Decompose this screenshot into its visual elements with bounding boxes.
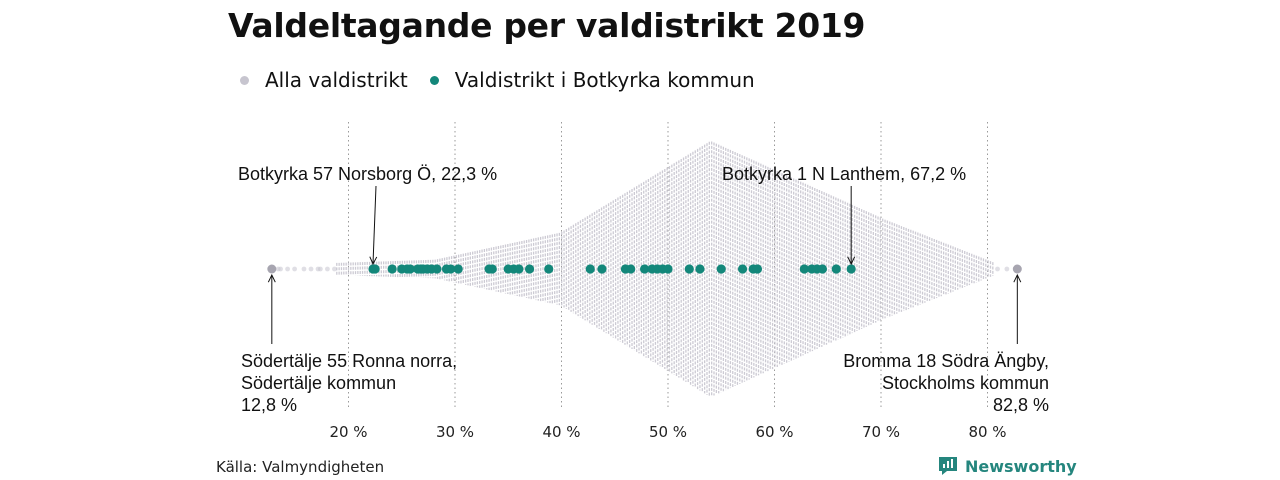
botkyrka-point: [695, 264, 705, 274]
legend-item-botkyrka: Valdistrikt i Botkyrka kommun: [429, 68, 755, 92]
arrow-min-botkyrka: [372, 185, 377, 265]
botkyrka-point: [514, 264, 524, 274]
arrow-lowest-head: [267, 273, 276, 283]
swarm-point: [285, 266, 290, 272]
botkyrka-point: [446, 264, 456, 274]
newsworthy-logo[interactable]: Newsworthy: [938, 456, 1077, 476]
botkyrka-point: [453, 264, 463, 274]
botkyrka-point: [752, 264, 763, 274]
legend-label-botkyrka: Valdistrikt i Botkyrka kommun: [454, 68, 755, 92]
botkyrka-point: [831, 264, 841, 274]
swarm-point: [995, 266, 1000, 272]
newsworthy-logo-icon: [939, 457, 957, 475]
swarm-point: [317, 266, 323, 272]
swarm-point: [278, 266, 283, 272]
x-tick-label: 40 %: [542, 423, 580, 441]
legend-dot-botkyrka: [429, 75, 439, 85]
chart-title: Valdeltagande per valdistrikt 2019: [228, 6, 866, 45]
annotation-highest-line1: Bromma 18 Södra Ängby,: [843, 351, 1049, 371]
newsworthy-logo-text: Newsworthy: [965, 456, 1077, 476]
x-tick-label: 50 %: [649, 423, 687, 441]
annotation-lowest-line3: 12,8 %: [241, 395, 298, 415]
botkyrka-point: [544, 264, 554, 274]
swarm-point: [332, 266, 337, 272]
botkyrka-point: [524, 264, 535, 274]
legend-item-all: Alla valdistrikt: [240, 68, 408, 92]
annotation-lowest-line2: Södertälje kommun: [241, 373, 397, 393]
botkyrka-point: [846, 264, 856, 274]
arrow-highest-head: [1013, 273, 1022, 283]
x-tick-label: 30 %: [436, 423, 474, 441]
x-axis-tick-labels: 20 % 30 % 40 % 50 % 60 % 70 % 80 %: [329, 423, 1006, 441]
annotation-highest-line2: Stockholms kommun: [881, 373, 1049, 393]
annotation-arrows: [267, 185, 1022, 344]
botkyrka-point: [597, 264, 607, 274]
legend: Alla valdistrikt Valdistrikt i Botkyrka …: [240, 66, 777, 94]
swarm-point: [325, 266, 330, 272]
source-note: Källa: Valmyndigheten: [216, 458, 385, 476]
botkyrka-point: [799, 264, 809, 274]
annotation-highest-line3: 82,8 %: [992, 395, 1049, 415]
annotation-lowest-line1: Södertälje 55 Ronna norra,: [241, 351, 458, 371]
highest-point: [1012, 264, 1022, 274]
x-tick-label: 80 %: [968, 423, 1006, 441]
botkyrka-point: [716, 264, 726, 274]
botkyrka-point: [387, 264, 397, 274]
annotation-max-botkyrka: Botkyrka 1 N Lanthem, 67,2 %: [722, 164, 967, 184]
swarm-point: [301, 266, 307, 272]
botkyrka-point: [405, 264, 415, 274]
swarm-point: [1004, 266, 1010, 272]
botkyrka-point: [432, 264, 442, 274]
botkyrka-point: [585, 264, 595, 274]
botkyrka-point: [737, 264, 748, 274]
swarm-point: [292, 266, 298, 272]
botkyrka-points: [368, 264, 856, 274]
x-tick-label: 20 %: [329, 423, 367, 441]
botkyrka-point: [684, 264, 694, 274]
botkyrka-point: [817, 264, 828, 274]
annotation-highest: Bromma 18 Södra Ängby, Stockholms kommun…: [798, 350, 1049, 416]
swarm-point: [308, 266, 314, 272]
botkyrka-point: [639, 264, 650, 274]
botkyrka-point: [370, 264, 380, 274]
botkyrka-point: [663, 264, 673, 274]
arrow-max-botkyrka-head: [847, 256, 856, 266]
lowest-point: [267, 264, 277, 274]
x-tick-label: 60 %: [755, 423, 793, 441]
botkyrka-point: [487, 264, 497, 274]
x-tick-label: 70 %: [862, 423, 900, 441]
annotation-lowest: Södertälje 55 Ronna norra, Södertälje ko…: [241, 350, 457, 416]
annotation-min-botkyrka: Botkyrka 57 Norsborg Ö, 22,3 %: [238, 164, 498, 184]
legend-label-all: Alla valdistrikt: [265, 68, 408, 92]
arrow-min-botkyrka-head: [369, 256, 378, 266]
legend-dot-all: [240, 75, 249, 85]
botkyrka-point: [626, 264, 636, 274]
